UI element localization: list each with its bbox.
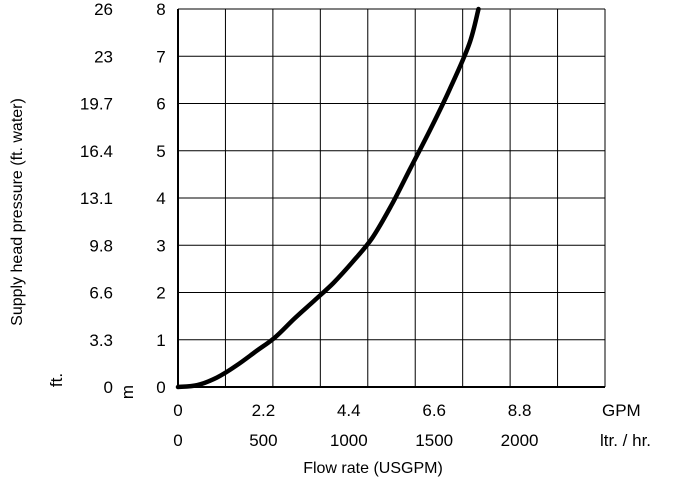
x-tick-label-gpm: 8.8 — [508, 401, 532, 420]
y-tick-label-ft: 16.4 — [80, 142, 113, 161]
y-tick-label-ft: 13.1 — [80, 189, 113, 208]
y-axis-title: Supply head pressure (ft. water) — [9, 98, 26, 326]
y-tick-label-ft: 6.6 — [89, 284, 113, 303]
y-tick-label-m: 7 — [156, 47, 165, 66]
y-unit-ft: ft. — [47, 373, 66, 387]
x-tick-label-gpm: 6.6 — [422, 401, 446, 420]
x-tick-label-gpm: 0 — [173, 401, 182, 420]
y-tick-label-m: 8 — [156, 0, 165, 19]
y-tick-label-m: 2 — [156, 284, 165, 303]
x-tick-label-liters: 500 — [249, 431, 277, 450]
y-tick-label-ft: 9.8 — [89, 236, 113, 255]
grid — [177, 8, 606, 388]
y-unit-m: m — [118, 385, 137, 399]
y-tick-label-m: 3 — [156, 236, 165, 255]
y-tick-label-m: 1 — [156, 331, 165, 350]
x-unit-liters: ltr. / hr. — [600, 431, 651, 450]
y-tick-label-ft: 26 — [94, 0, 113, 19]
y-axis-m-ticks: 0 1 2 3 4 5 6 7 8 — [156, 0, 165, 397]
y-tick-label-ft: 0 — [104, 378, 113, 397]
y-tick-label-ft: 19.7 — [80, 95, 113, 114]
x-tick-label-liters: 2000 — [501, 431, 539, 450]
y-tick-label-m: 0 — [156, 378, 165, 397]
x-tick-label-gpm: 2.2 — [252, 401, 276, 420]
y-tick-label-ft: 3.3 — [89, 331, 113, 350]
x-axis-liters-ticks: 0 500 1000 1500 2000 — [173, 431, 538, 450]
x-tick-label-liters: 1000 — [330, 431, 368, 450]
x-tick-label-liters: 0 — [173, 431, 182, 450]
y-tick-label-m: 6 — [156, 95, 165, 114]
y-tick-label-ft: 23 — [94, 47, 113, 66]
x-tick-label-liters: 1500 — [415, 431, 453, 450]
x-axis-title: Flow rate (USGPM) — [303, 460, 443, 477]
x-tick-label-gpm: 4.4 — [337, 401, 361, 420]
y-axis-ft-ticks: 0 3.3 6.6 9.8 13.1 16.4 19.7 23 26 — [80, 0, 113, 397]
series-line — [175, 6, 481, 390]
x-unit-gpm: GPM — [602, 401, 641, 420]
x-axis-gpm-ticks: 0 2.2 4.4 6.6 8.8 — [173, 401, 531, 420]
series-layer — [175, 6, 481, 390]
y-tick-label-m: 4 — [156, 189, 165, 208]
y-tick-label-m: 5 — [156, 142, 165, 161]
